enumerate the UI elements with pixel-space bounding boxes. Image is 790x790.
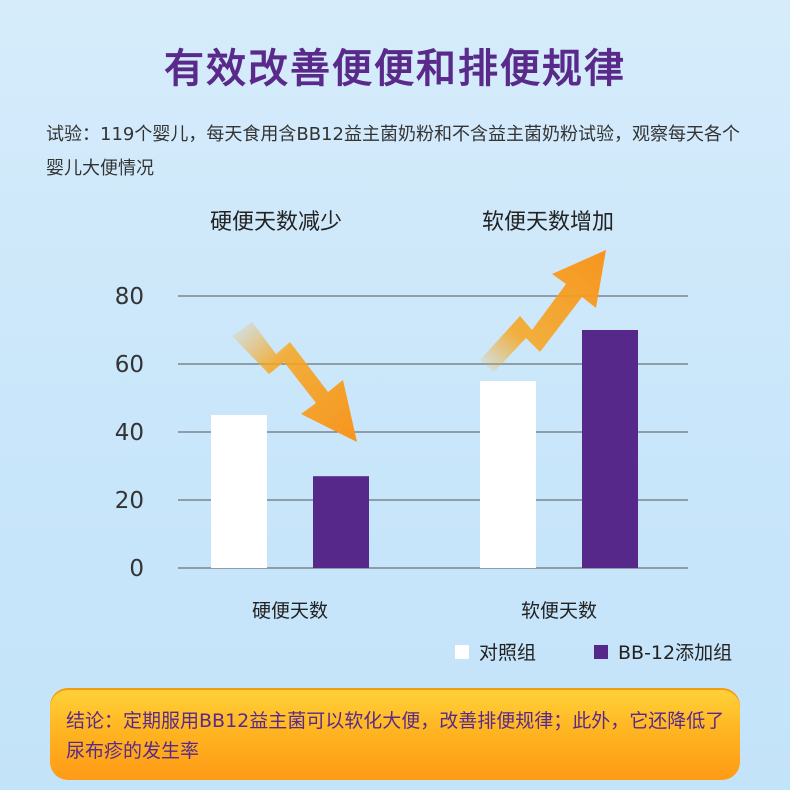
bar-bb12-1 <box>582 330 638 568</box>
bar-bb12-0 <box>313 476 369 568</box>
x-category-label: 硬便天数 <box>252 600 328 622</box>
legend-bb12-label: BB-12添加组 <box>618 642 733 664</box>
increase-arrow <box>480 250 606 372</box>
trend-label-decrease: 硬便天数减少 <box>210 210 343 235</box>
conclusion-text: 结论：定期服用BB12益主菌可以软化大便，改善排便规律；此外，它还降低了尿布疹的… <box>66 710 725 762</box>
experiment-description: 试验：119个婴儿，每天食用含BB12益主菌奶粉和不含益主菌奶粉试验，观察每天各… <box>46 124 740 179</box>
conclusion-box: 结论：定期服用BB12益主菌可以软化大便，改善排便规律；此外，它还降低了尿布疹的… <box>50 688 740 780</box>
bar-control-0 <box>211 415 267 568</box>
y-tick-label: 0 <box>129 556 144 582</box>
trend-label-increase: 软便天数增加 <box>482 210 615 235</box>
y-tick-label: 80 <box>115 284 144 310</box>
page-title: 有效改善便便和排便规律 <box>164 46 626 92</box>
y-tick-label: 60 <box>115 352 144 378</box>
decrease-arrow <box>232 322 357 442</box>
y-tick-label: 20 <box>115 488 144 514</box>
x-category-label: 软便天数 <box>521 600 597 622</box>
legend-control: 对照组 <box>455 638 536 665</box>
bar-control-1 <box>480 381 536 568</box>
legend-bb12: BB-12添加组 <box>594 638 732 665</box>
legend-bb12-swatch <box>594 644 608 659</box>
legend-control-label: 对照组 <box>479 642 537 664</box>
y-tick-label: 40 <box>115 420 144 446</box>
legend-control-swatch <box>455 644 469 659</box>
